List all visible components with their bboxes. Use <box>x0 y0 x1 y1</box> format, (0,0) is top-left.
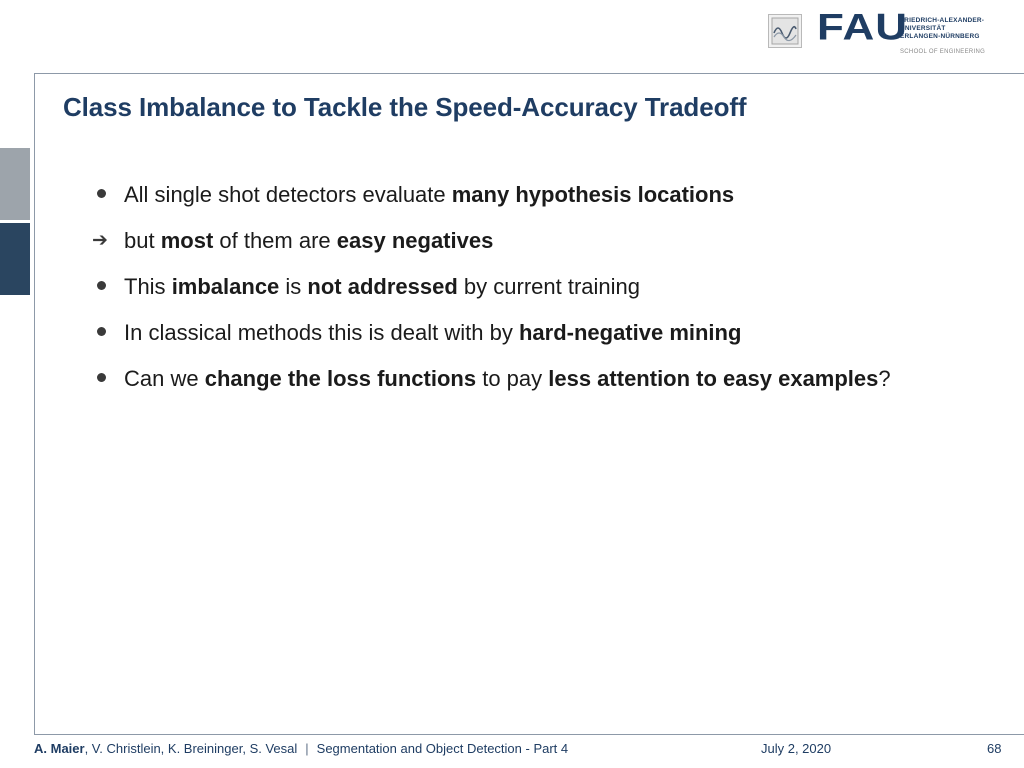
bullet-text: to pay <box>476 366 549 391</box>
other-authors: , V. Christlein, K. Breininger, S. Vesal <box>84 741 298 756</box>
footer-date: July 2, 2020 <box>761 741 832 756</box>
bullet-emphasis: less attention to easy examples <box>548 366 879 391</box>
side-tab-dark <box>0 223 30 295</box>
lecture-title: Segmentation and Object Detection - Part… <box>316 741 569 756</box>
bullet-dot-icon <box>97 373 106 382</box>
fau-logo: FAU <box>817 6 908 49</box>
bullet-item: ➔ but most of them are easy negatives <box>92 222 972 259</box>
side-tab-light <box>0 148 30 220</box>
bullet-dot-icon <box>97 189 106 198</box>
bullet-text: This <box>124 274 172 299</box>
slide-title: Class Imbalance to Tackle the Speed-Accu… <box>63 92 747 122</box>
bullet-text: by current training <box>457 274 640 299</box>
bullet-emphasis: hard-negative mining <box>518 320 742 345</box>
bullet-item: Can we change the loss functions to pay … <box>92 360 972 397</box>
university-line: FRIEDRICH-ALEXANDER- <box>900 17 985 24</box>
footer-authors: A. Maier, V. Christlein, K. Breininger, … <box>34 741 568 756</box>
page-number: 68 <box>987 741 1002 756</box>
bullet-emphasis: change the loss functions <box>204 366 477 391</box>
bullet-emphasis: easy negatives <box>336 228 494 253</box>
bullet-dot-icon <box>97 281 106 290</box>
bullet-item: This imbalance is not addressed by curre… <box>92 268 972 305</box>
bullet-item: All single shot detectors evaluate many … <box>92 176 972 213</box>
university-line: ERLANGEN-NÜRNBERG <box>900 33 980 40</box>
bullet-emphasis: most <box>160 228 214 253</box>
bullet-emphasis: imbalance <box>171 274 280 299</box>
bullet-text: ? <box>878 366 891 391</box>
bullet-text: of them are <box>213 228 337 253</box>
faculty-logo-icon <box>768 14 802 48</box>
bullet-emphasis: not addressed <box>307 274 458 299</box>
bullet-item: In classical methods this is dealt with … <box>92 314 972 351</box>
university-name: FRIEDRICH-ALEXANDER- UNIVERSITÄT ERLANGE… <box>900 17 984 41</box>
bullet-dot-icon <box>97 327 106 336</box>
slide-frame <box>34 73 1024 735</box>
bullet-text: In classical methods this is dealt with … <box>124 320 519 345</box>
school-name: SCHOOL OF ENGINEERING <box>900 49 986 55</box>
bullet-emphasis: many hypothesis locations <box>451 182 735 207</box>
lead-author: A. Maier <box>34 741 85 756</box>
university-line: UNIVERSITÄT <box>900 25 946 32</box>
footer-separator: | <box>305 741 309 756</box>
bullet-text: is <box>279 274 308 299</box>
arrow-right-icon: ➔ <box>92 230 108 251</box>
bullet-text: All single shot detectors evaluate <box>124 182 452 207</box>
bullet-list: All single shot detectors evaluate many … <box>92 176 972 406</box>
footer: A. Maier, V. Christlein, K. Breininger, … <box>34 739 1024 759</box>
bullet-text: but <box>124 228 161 253</box>
bullet-text: Can we <box>124 366 205 391</box>
